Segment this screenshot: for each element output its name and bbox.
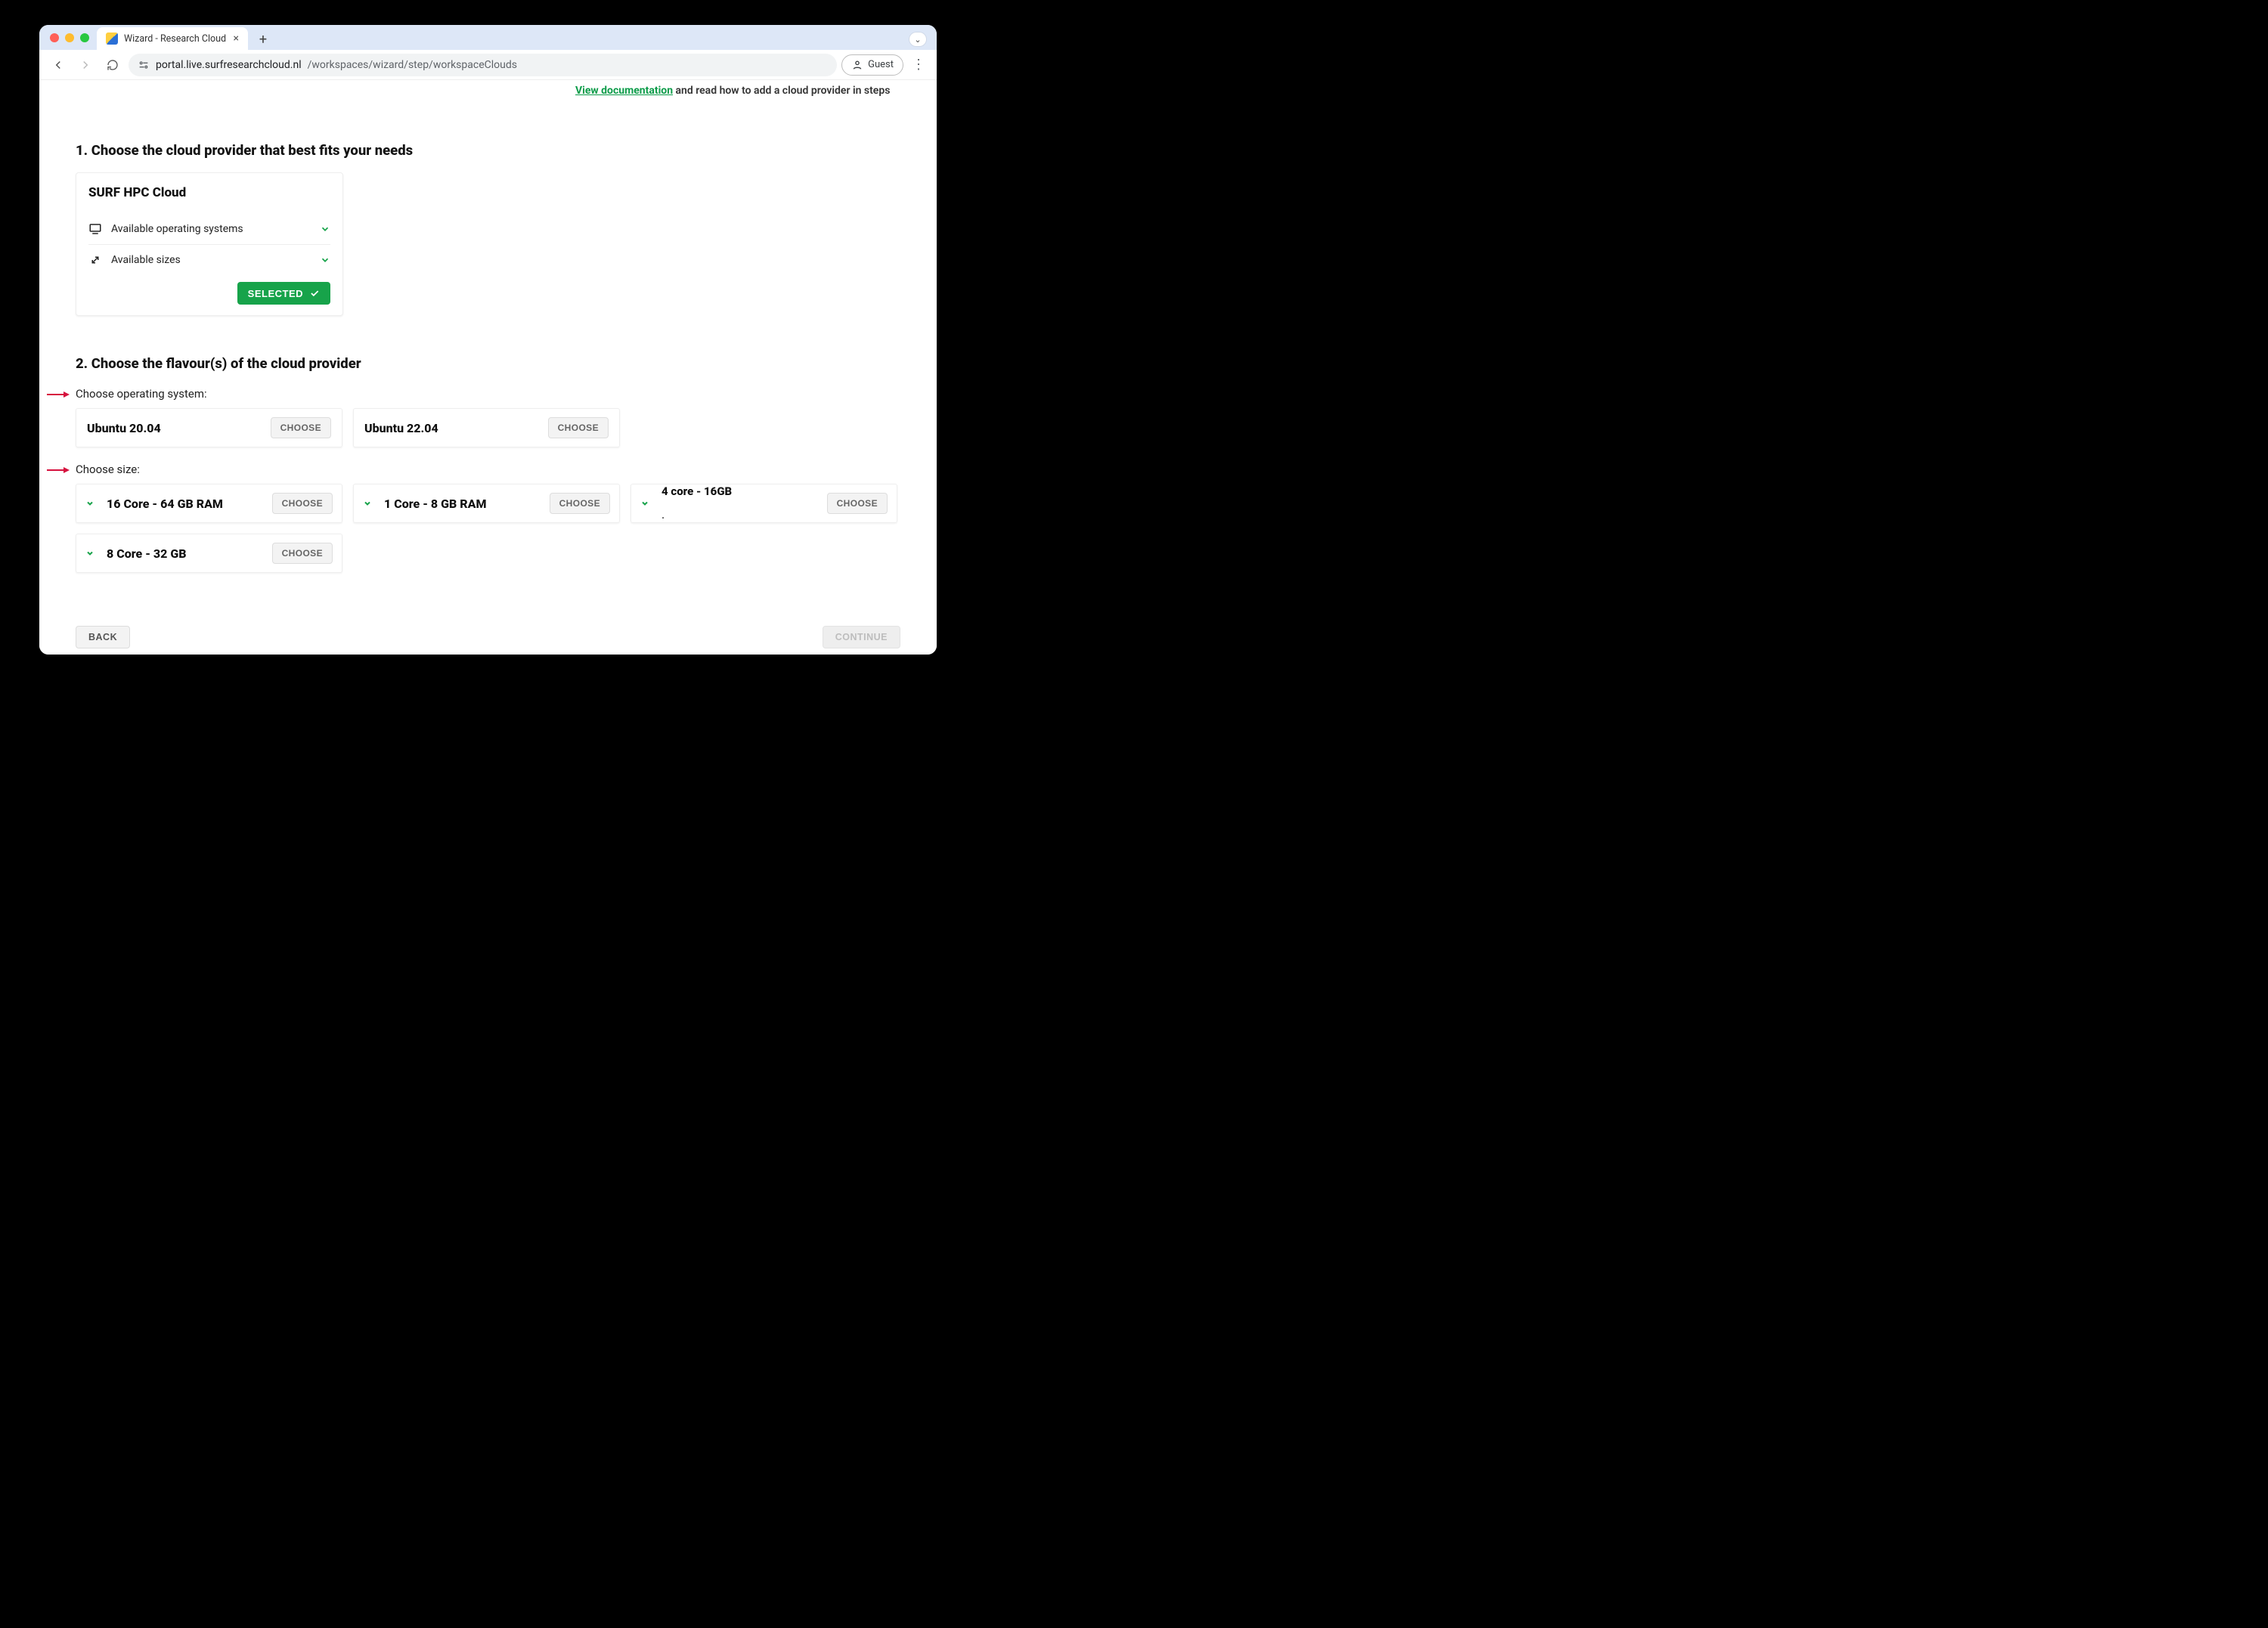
expand-sizes-label: Available sizes: [111, 254, 181, 266]
check-icon: [309, 288, 320, 299]
chevron-down-icon[interactable]: [363, 497, 372, 509]
size-option-title: 8 Core - 32 GB: [107, 546, 187, 561]
chevron-down-icon: [320, 254, 330, 266]
choose-size-button[interactable]: CHOOSE: [272, 543, 333, 564]
tab-strip: Wizard - Research Cloud × + ⌄: [39, 25, 937, 50]
chevron-down-icon: [320, 223, 330, 235]
browser-window: Wizard - Research Cloud × + ⌄ portal.liv…: [39, 25, 937, 655]
provider-selected-button[interactable]: SELECTED: [237, 282, 330, 305]
chevron-down-icon[interactable]: [85, 497, 94, 509]
profile-guest-label: Guest: [868, 59, 894, 70]
reload-button[interactable]: [101, 54, 124, 76]
expand-available-sizes[interactable]: Available sizes: [88, 244, 330, 274]
choose-size-button[interactable]: CHOOSE: [550, 493, 610, 514]
choose-os-button[interactable]: CHOOSE: [271, 417, 331, 438]
size-option-subtitle: .: [662, 508, 732, 522]
choose-size-button[interactable]: CHOOSE: [827, 493, 888, 514]
resize-icon: [88, 253, 102, 267]
choose-size-button[interactable]: CHOOSE: [272, 493, 333, 514]
os-option-title: Ubuntu 22.04: [364, 421, 438, 435]
documentation-hint-text: and read how to add a cloud provider in …: [673, 85, 890, 97]
selected-label: SELECTED: [248, 288, 303, 299]
size-options-row-2: 8 Core - 32 GB CHOOSE: [76, 534, 900, 573]
fullscreen-window-icon[interactable]: [80, 33, 89, 42]
page-content: View documentation and read how to add a…: [39, 80, 937, 655]
close-window-icon[interactable]: [50, 33, 59, 42]
tab-favicon-icon: [106, 32, 118, 45]
size-options-row: 16 Core - 64 GB RAMCHOOSE1 Core - 8 GB R…: [76, 484, 900, 523]
os-option-title: Ubuntu 20.04: [87, 421, 161, 435]
size-option-card: 1 Core - 8 GB RAM CHOOSE: [353, 484, 620, 523]
back-button[interactable]: BACK: [76, 626, 130, 648]
choose-os-label: Choose operating system:: [76, 387, 900, 401]
expand-operating-systems[interactable]: Available operating systems: [88, 214, 330, 244]
os-options-row: Ubuntu 20.04 CHOOSE Ubuntu 22.04 CHOOSE: [76, 408, 900, 447]
os-option-card: Ubuntu 22.04 CHOOSE: [353, 408, 620, 447]
expand-os-label: Available operating systems: [111, 223, 243, 235]
chevron-down-icon[interactable]: [85, 547, 94, 559]
step2-heading: 2. Choose the flavour(s) of the cloud pr…: [76, 355, 900, 372]
choose-size-label: Choose size:: [76, 463, 900, 476]
new-tab-button[interactable]: +: [253, 29, 274, 50]
size-option-card: 8 Core - 32 GB CHOOSE: [76, 534, 342, 573]
monitor-icon: [88, 222, 102, 236]
window-controls: [50, 33, 89, 42]
toolbar: portal.live.surfresearchcloud.nl/workspa…: [39, 50, 937, 80]
view-documentation-link[interactable]: View documentation: [575, 85, 673, 97]
size-option-title: 16 Core - 64 GB RAM: [107, 497, 223, 511]
continue-button[interactable]: CONTINUE: [823, 626, 900, 648]
tab-title: Wizard - Research Cloud: [124, 33, 226, 45]
chevron-down-icon[interactable]: [640, 497, 649, 509]
os-option-card: Ubuntu 20.04 CHOOSE: [76, 408, 342, 447]
browser-tab[interactable]: Wizard - Research Cloud ×: [97, 27, 248, 50]
nav-forward-button[interactable]: [74, 54, 97, 76]
profile-guest-button[interactable]: Guest: [841, 54, 903, 76]
address-bar[interactable]: portal.live.surfresearchcloud.nl/workspa…: [129, 54, 837, 76]
wizard-footer: BACK CONTINUE: [76, 626, 900, 648]
nav-back-button[interactable]: [47, 54, 70, 76]
cloud-provider-card: SURF HPC Cloud Available operating syste…: [76, 172, 343, 316]
minimize-window-icon[interactable]: [65, 33, 74, 42]
site-settings-icon[interactable]: [138, 59, 150, 71]
url-host: portal.live.surfresearchcloud.nl: [156, 59, 302, 71]
size-option-card: 16 Core - 64 GB RAM CHOOSE: [76, 484, 342, 523]
documentation-hint: View documentation and read how to add a…: [568, 82, 900, 100]
size-option-title: 1 Core - 8 GB RAM: [384, 497, 486, 511]
browser-menu-button[interactable]: ⋮: [908, 57, 929, 73]
cloud-provider-name: SURF HPC Cloud: [88, 185, 330, 200]
size-option-title: 4 core - 16GB: [662, 485, 732, 498]
size-option-card: 4 core - 16GB. CHOOSE: [631, 484, 897, 523]
url-path: /workspaces/wizard/step/workspaceClouds: [308, 59, 517, 71]
step1-heading: 1. Choose the cloud provider that best f…: [76, 142, 900, 159]
choose-os-button[interactable]: CHOOSE: [548, 417, 609, 438]
tabs-dropdown-button[interactable]: ⌄: [909, 32, 926, 46]
close-tab-icon[interactable]: ×: [234, 33, 239, 44]
user-icon: [851, 59, 863, 71]
